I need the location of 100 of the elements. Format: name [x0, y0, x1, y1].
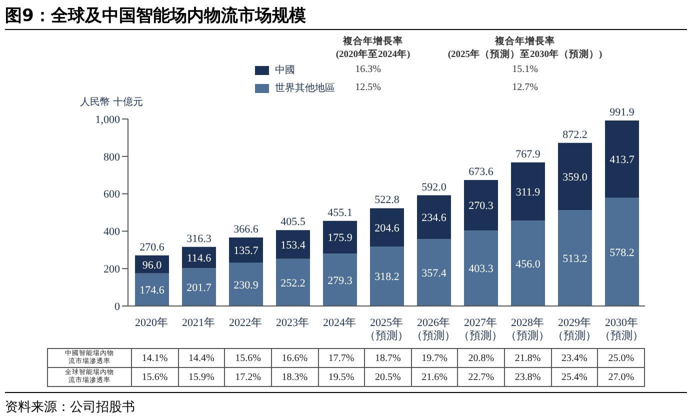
- total-label: 767.9: [516, 148, 541, 160]
- bar: [229, 262, 263, 306]
- text: 21.6%: [411, 368, 458, 386]
- total-label: 592.0: [422, 181, 447, 194]
- y-tick-label: 600: [104, 188, 120, 201]
- text: 23.4%: [551, 348, 598, 368]
- text: 17.7%: [318, 348, 365, 368]
- y-axis-title: 人民幣 十億元: [80, 96, 144, 109]
- total-label: 270.6: [140, 241, 165, 254]
- text: 複合年增長率: [495, 37, 555, 47]
- text: 複合年增長率: [343, 37, 403, 47]
- x-tick-label: 2022年: [229, 317, 262, 329]
- bar: [464, 180, 498, 231]
- y-tick-label: 800: [104, 151, 120, 164]
- bar: [276, 258, 310, 306]
- data-label: 318.2: [374, 271, 400, 284]
- data-label: 204.6: [374, 222, 400, 234]
- text: 12.7%: [511, 82, 539, 93]
- bar: [464, 230, 498, 306]
- text: 资料来源：公司招股书: [5, 399, 135, 416]
- bar: [417, 239, 451, 306]
- text: 19.5%: [318, 368, 365, 386]
- data-label: 311.9: [516, 186, 541, 198]
- x-tick-label: 2021年: [182, 317, 215, 329]
- bar: [370, 246, 404, 306]
- text: 27.0%: [598, 368, 644, 386]
- bar: [182, 246, 216, 268]
- text: 20.5%: [364, 368, 412, 386]
- data-label: 201.7: [186, 282, 212, 294]
- bar: [135, 273, 169, 306]
- total-label: 455.1: [328, 206, 352, 219]
- text: 14.4%: [178, 348, 225, 368]
- text: 21.8%: [504, 348, 552, 368]
- data-label: 234.6: [422, 212, 447, 224]
- bar: [323, 254, 357, 306]
- x-tick-label: 2020年: [135, 317, 168, 329]
- text: 15.1%: [511, 64, 539, 75]
- text: 22.7%: [458, 368, 504, 386]
- bar: [417, 195, 451, 240]
- text: 15.6%: [224, 348, 272, 368]
- data-label: 279.3: [328, 274, 353, 287]
- legend-label: 中國: [275, 64, 295, 77]
- bar: [605, 198, 639, 306]
- legend-label: 世界其他地區: [275, 82, 335, 95]
- text: 16.6%: [271, 348, 318, 368]
- data-label: 252.2: [280, 277, 306, 290]
- total-label: 405.5: [280, 216, 306, 228]
- x-tick-label: 2028年（預測）: [506, 317, 550, 342]
- data-label: 135.7: [234, 245, 259, 258]
- total-label: 673.6: [468, 166, 494, 178]
- total-label: 366.6: [234, 223, 259, 236]
- data-label: 359.0: [562, 171, 588, 184]
- text: 15.6%: [132, 368, 178, 386]
- x-tick-label: 2024年: [323, 317, 356, 329]
- x-tick-label: 2029年（預測）: [552, 317, 596, 342]
- text: (2025年（預測）至2030年（預測）): [448, 50, 602, 60]
- text: 15.9%: [178, 368, 225, 386]
- x-tick-label: 2023年: [276, 317, 309, 329]
- text: 25.4%: [551, 368, 598, 386]
- y-tick-label: 0: [114, 300, 120, 313]
- bar: [276, 230, 310, 259]
- data-label: 175.9: [328, 232, 353, 244]
- text: 23.8%: [504, 368, 552, 386]
- text: 16.3%: [354, 64, 382, 75]
- x-tick-label: 2025年（預測）: [364, 317, 408, 342]
- text: 18.3%: [271, 368, 318, 386]
- text: 18.7%: [364, 348, 412, 368]
- data-label: 153.4: [280, 239, 306, 252]
- bar: [511, 220, 545, 306]
- text: 25.0%: [598, 348, 644, 368]
- total-label: 522.8: [374, 194, 400, 206]
- text: 20.8%: [458, 348, 504, 368]
- x-tick-label: 2030年（預測）: [600, 317, 644, 342]
- bar: [558, 142, 592, 210]
- bar: [182, 268, 216, 306]
- total-label: 872.2: [562, 128, 588, 141]
- y-tick-label: 400: [104, 226, 120, 238]
- data-label: 270.3: [468, 200, 494, 212]
- data-label: 513.2: [562, 252, 588, 265]
- total-label: 316.3: [186, 232, 212, 245]
- text: 12.5%: [354, 82, 382, 93]
- bar: [558, 210, 592, 306]
- data-label: 230.9: [234, 279, 259, 292]
- data-label: 456.0: [516, 258, 541, 270]
- data-label: 174.6: [140, 284, 165, 297]
- data-label: 96.0: [142, 259, 162, 272]
- bar: [370, 208, 404, 246]
- bar: [511, 162, 545, 221]
- text: (2020年至2024年): [336, 50, 410, 60]
- text: 17.2%: [224, 368, 272, 386]
- data-label: 357.4: [422, 267, 447, 280]
- total-label: 991.9: [610, 106, 635, 119]
- data-label: 114.6: [186, 252, 212, 264]
- y-tick-label: 200: [104, 264, 120, 276]
- bar: [605, 120, 639, 198]
- y-tick-label: 1,000: [95, 114, 120, 126]
- chart-title: 图9：全球及中国智能场内物流市场规模: [5, 5, 306, 27]
- data-label: 578.2: [610, 246, 634, 259]
- bar: [229, 237, 263, 263]
- text: 14.1%: [132, 348, 178, 368]
